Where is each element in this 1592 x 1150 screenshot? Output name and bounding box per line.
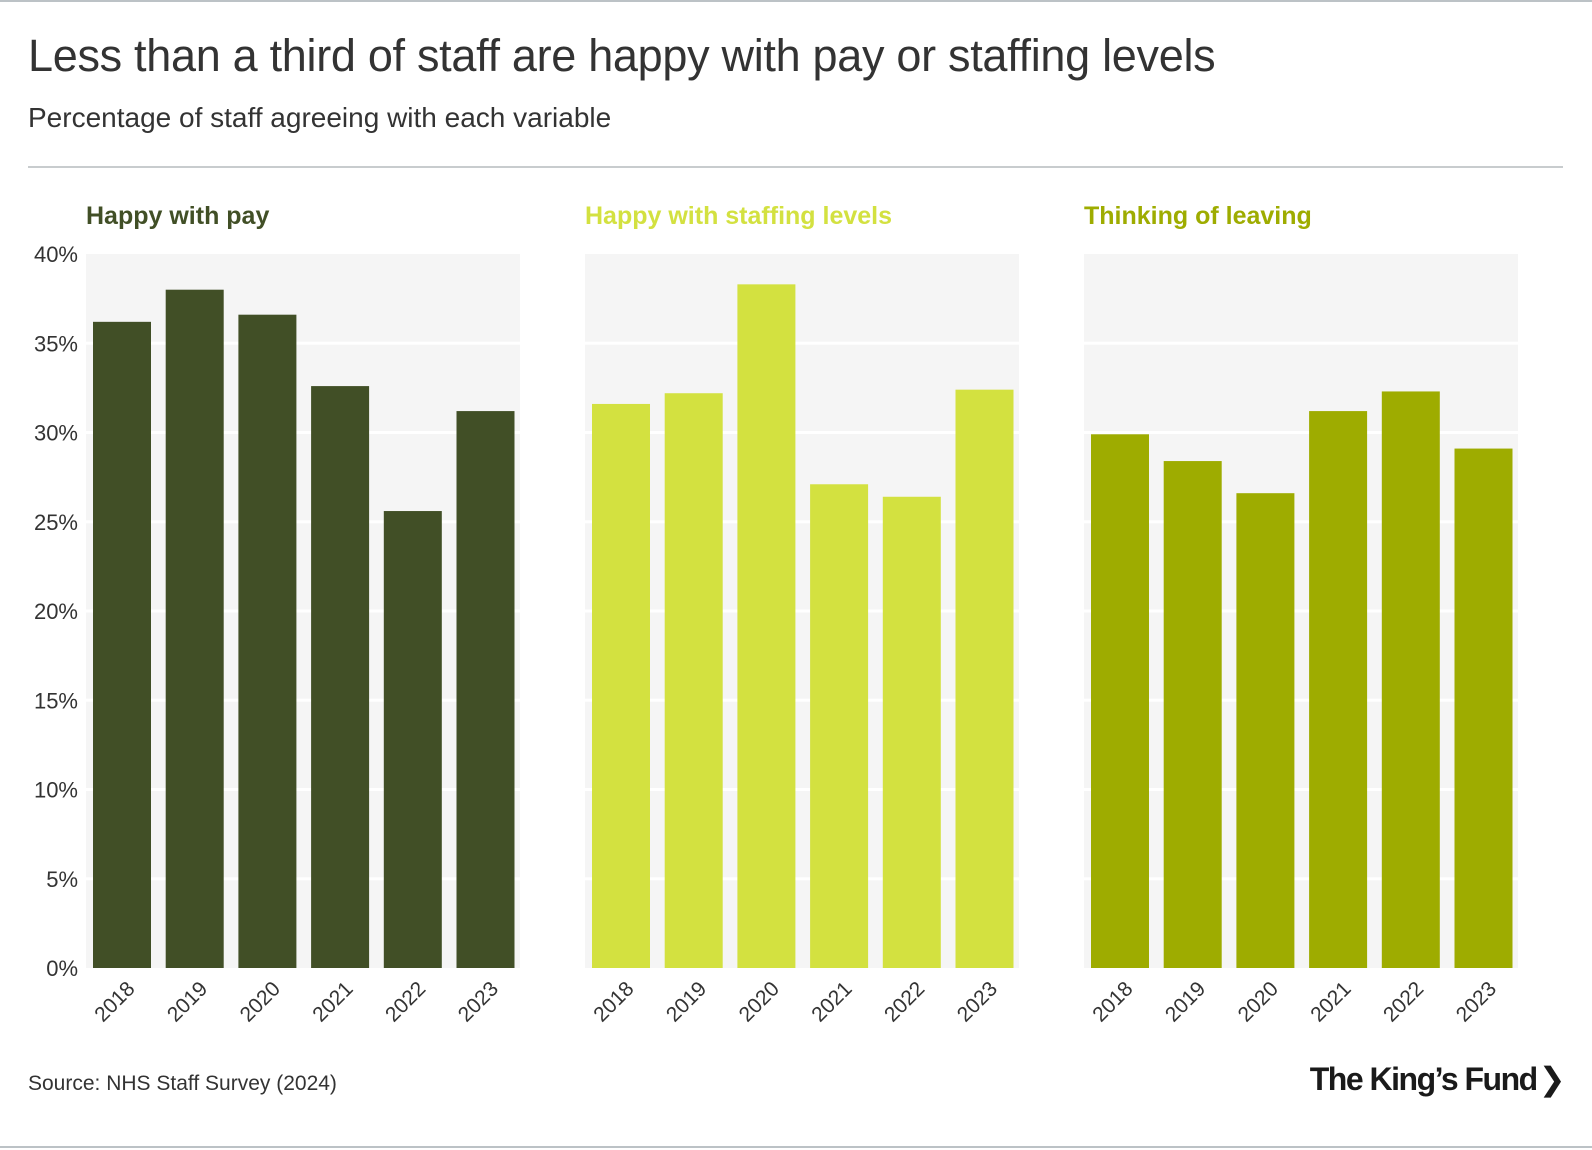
- y-tick-label: 20%: [34, 599, 78, 624]
- x-tick-label: 2021: [1306, 977, 1355, 1026]
- bar-2019: [165, 289, 224, 968]
- x-tick-label: 2021: [308, 977, 357, 1026]
- source-note: Source: NHS Staff Survey (2024): [28, 1072, 337, 1095]
- x-tick-label: 2019: [662, 977, 711, 1026]
- chart-subtitle: Percentage of staff agreeing with each v…: [28, 102, 612, 133]
- y-tick-label: 10%: [34, 778, 78, 803]
- logo-text: The King’s Fund: [1309, 1060, 1538, 1097]
- bar-2020: [238, 314, 297, 968]
- y-tick-label: 5%: [46, 867, 78, 892]
- bar-2023: [955, 389, 1014, 968]
- x-tick-label: 2023: [1452, 977, 1501, 1026]
- bar-2022: [1381, 391, 1440, 968]
- x-tick-label: 2019: [163, 977, 212, 1026]
- x-tick-label: 2022: [1379, 977, 1428, 1026]
- x-tick-label: 2022: [381, 977, 430, 1026]
- x-tick-label: 2020: [1234, 977, 1283, 1026]
- y-tick-label: 40%: [34, 242, 78, 267]
- y-tick-label: 30%: [34, 421, 78, 446]
- bar-2023: [456, 411, 515, 969]
- y-tick-label: 25%: [34, 510, 78, 535]
- panel-3-title: Thinking of leaving: [1084, 202, 1312, 230]
- bar-2020: [1236, 493, 1295, 968]
- bar-2018: [93, 321, 151, 969]
- bar-2022: [882, 496, 941, 968]
- x-tick-label: 2018: [589, 977, 638, 1026]
- x-tick-label: 2023: [454, 977, 503, 1026]
- bar-2020: [737, 284, 796, 969]
- bar-2023: [1454, 448, 1513, 968]
- bar-2018: [592, 403, 650, 968]
- kings-fund-logo[interactable]: The King’s Fund ❯: [1309, 1060, 1566, 1098]
- x-tick-label: 2023: [953, 977, 1002, 1026]
- bar-2021: [810, 484, 869, 968]
- x-tick-label: 2022: [880, 977, 929, 1026]
- chart-area: Happy with pay 2018 2019 2020 2021 2022 2023 0%…: [33, 202, 1513, 1027]
- x-tick-label: 2020: [735, 977, 784, 1026]
- bar-2021: [1309, 411, 1368, 969]
- top-rule: [0, 0, 1592, 2]
- bottom-rule: [0, 1146, 1592, 1148]
- logo-chevron-icon: ❯: [1538, 1061, 1566, 1097]
- panel-1-title: Happy with pay: [86, 202, 269, 230]
- bar-2022: [383, 511, 442, 968]
- x-tick-label: 2021: [807, 977, 856, 1026]
- x-tick-label: 2020: [236, 977, 285, 1026]
- x-tick-label: 2018: [1088, 977, 1137, 1026]
- y-tick-label: 35%: [34, 331, 78, 356]
- bar-2019: [1163, 461, 1222, 968]
- panel-2-title: Happy with staffing levels: [585, 202, 892, 230]
- bar-2018: [1091, 434, 1149, 968]
- bar-2019: [664, 393, 723, 969]
- bar-2021: [311, 386, 370, 969]
- y-tick-label: 15%: [34, 688, 78, 713]
- chart-title: Less than a third of staff are happy wit…: [28, 30, 1216, 81]
- y-tick-label: 0%: [46, 956, 78, 981]
- header-divider: [28, 166, 1563, 168]
- x-tick-label: 2018: [90, 977, 139, 1026]
- x-tick-label: 2019: [1161, 977, 1210, 1026]
